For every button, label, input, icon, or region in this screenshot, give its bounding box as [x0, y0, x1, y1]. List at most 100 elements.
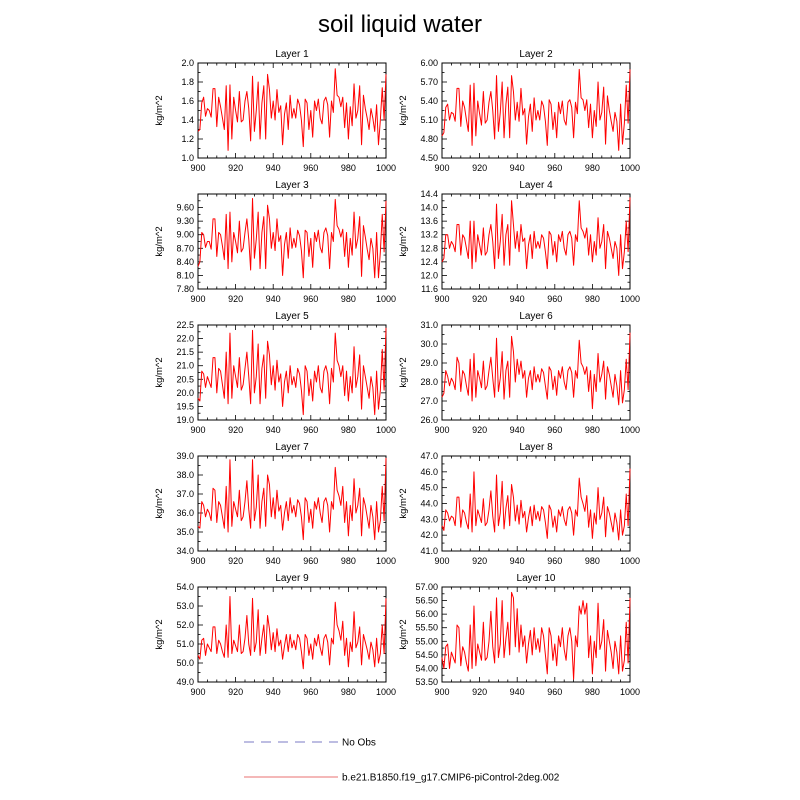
x-tick-label: 960: [547, 294, 562, 304]
y-tick-label: 4.80: [420, 134, 438, 144]
y-tick-label: 22.5: [176, 320, 194, 330]
y-tick-label: 8.10: [176, 270, 194, 280]
y-tick-label: 30.0: [420, 339, 438, 349]
plot-frame: [197, 193, 387, 290]
panel-8: Layer 8 900 920 940 960 980 1000 41.0 42.0 43.0 44…: [398, 442, 640, 566]
y-tick-label: 20.5: [176, 374, 194, 384]
y-tick-label: 14.0: [420, 203, 438, 213]
y-tick-label: 21.0: [176, 361, 194, 371]
y-tick-label: 44.0: [420, 499, 438, 509]
panel-title: Layer 10: [517, 573, 556, 584]
x-tick-label: 940: [266, 163, 281, 173]
x-tick-label: 960: [303, 425, 318, 435]
y-tick-label: 13.6: [420, 216, 438, 226]
y-tick-label: 22.0: [176, 334, 194, 344]
y-tick-label: 28.0: [420, 377, 438, 387]
y-tick-label: 34.0: [176, 546, 194, 556]
x-tick-label: 920: [228, 163, 243, 173]
y-tick-label: 7.80: [176, 284, 194, 294]
legend-label: No Obs: [342, 738, 376, 749]
x-tick-label: 1000: [376, 294, 396, 304]
y-tick-label: 47.0: [420, 451, 438, 461]
x-tick-label: 940: [510, 556, 525, 566]
y-tick-label: 56.50: [415, 596, 438, 606]
series-line: [197, 457, 387, 541]
panel-3: Layer 3 900 920 940 960 980 1000 7.80 8.10 8.40 8.…: [154, 180, 396, 304]
x-tick-label: 920: [228, 687, 243, 697]
x-tick-label: 1000: [376, 556, 396, 566]
panel-9: Layer 9 900 920 940 960 980 1000 49.0 50.0 51.0 52…: [154, 573, 396, 697]
panel-2: Layer 2 900 920 940 960 980 1000 4.50 4.80 5.10 5.…: [398, 49, 640, 173]
y-tick-label: 1.4: [181, 115, 194, 125]
x-tick-label: 960: [547, 687, 562, 697]
y-tick-label: 9.60: [176, 203, 194, 213]
panel-1: Layer 1 900 920 940 960 980 1000 1.0 1.2 1.4 1.6 1.…: [154, 49, 396, 173]
y-tick-label: 39.0: [176, 451, 194, 461]
x-tick-label: 920: [228, 425, 243, 435]
x-tick-label: 980: [341, 556, 356, 566]
y-tick-label: 50.0: [176, 658, 194, 668]
x-tick-label: 940: [266, 687, 281, 697]
y-tick-label: 6.00: [420, 58, 438, 68]
y-tick-label: 13.2: [420, 230, 438, 240]
y-tick-label: 21.5: [176, 347, 194, 357]
y-tick-label: 38.0: [176, 470, 194, 480]
x-tick-label: 900: [434, 687, 449, 697]
panel-6: Layer 6 900 920 940 960 980 1000 26.0 27.0 28.0 29…: [398, 311, 640, 435]
x-tick-label: 900: [190, 687, 205, 697]
x-tick-label: 920: [472, 294, 487, 304]
panel-title: Layer 2: [519, 49, 553, 60]
series-line: [441, 197, 631, 276]
y-tick-label: 27.0: [420, 396, 438, 406]
x-tick-label: 980: [585, 556, 600, 566]
legend: No Obs b.e21.B1850.f19_g17.CMIP6-piContro…: [244, 738, 560, 784]
x-tick-label: 900: [434, 163, 449, 173]
series-line: [441, 468, 631, 541]
x-tick-label: 940: [266, 425, 281, 435]
panel-title: Layer 8: [519, 442, 553, 453]
y-tick-label: 12.4: [420, 257, 438, 267]
y-tick-label: 19.5: [176, 401, 194, 411]
y-tick-label: 37.0: [176, 489, 194, 499]
panel-10: Layer 10 900 920 940 960 980 1000 53.50 54.00 54.…: [398, 573, 640, 697]
y-tick-label: 5.10: [420, 115, 438, 125]
y-axis-label: kg/m^2: [398, 95, 409, 125]
x-tick-label: 980: [585, 163, 600, 173]
y-axis-label: kg/m^2: [154, 95, 165, 125]
x-tick-label: 940: [510, 687, 525, 697]
x-tick-label: 920: [472, 163, 487, 173]
series-line: [441, 68, 631, 151]
x-tick-label: 920: [228, 556, 243, 566]
x-tick-label: 1000: [620, 556, 640, 566]
y-tick-label: 9.00: [176, 230, 194, 240]
y-tick-label: 8.40: [176, 257, 194, 267]
y-tick-label: 43.0: [420, 514, 438, 524]
panels: Layer 1 900 920 940 960 980 1000 1.0 1.2 1.4 1.6 1.…: [154, 49, 640, 697]
y-tick-label: 54.00: [415, 663, 438, 673]
y-tick-label: 41.0: [420, 546, 438, 556]
panel-title: Layer 4: [519, 180, 553, 191]
y-axis-label: kg/m^2: [154, 619, 165, 649]
y-tick-label: 1.2: [181, 134, 194, 144]
y-tick-label: 51.0: [176, 639, 194, 649]
x-tick-label: 980: [585, 425, 600, 435]
series-line: [441, 591, 631, 680]
y-axis-label: kg/m^2: [398, 226, 409, 256]
x-tick-label: 1000: [376, 163, 396, 173]
series-line: [441, 332, 631, 410]
x-tick-label: 940: [266, 556, 281, 566]
series-line: [197, 68, 387, 151]
y-tick-label: 36.0: [176, 508, 194, 518]
x-tick-label: 1000: [376, 425, 396, 435]
y-tick-label: 35.0: [176, 527, 194, 537]
y-axis-label: kg/m^2: [398, 488, 409, 518]
x-tick-label: 980: [341, 294, 356, 304]
x-tick-label: 940: [510, 425, 525, 435]
y-tick-label: 2.0: [181, 58, 194, 68]
x-tick-label: 960: [547, 556, 562, 566]
x-tick-label: 940: [266, 294, 281, 304]
x-tick-label: 960: [303, 163, 318, 173]
y-tick-label: 8.70: [176, 243, 194, 253]
y-tick-label: 53.50: [415, 677, 438, 687]
y-tick-label: 54.50: [415, 650, 438, 660]
